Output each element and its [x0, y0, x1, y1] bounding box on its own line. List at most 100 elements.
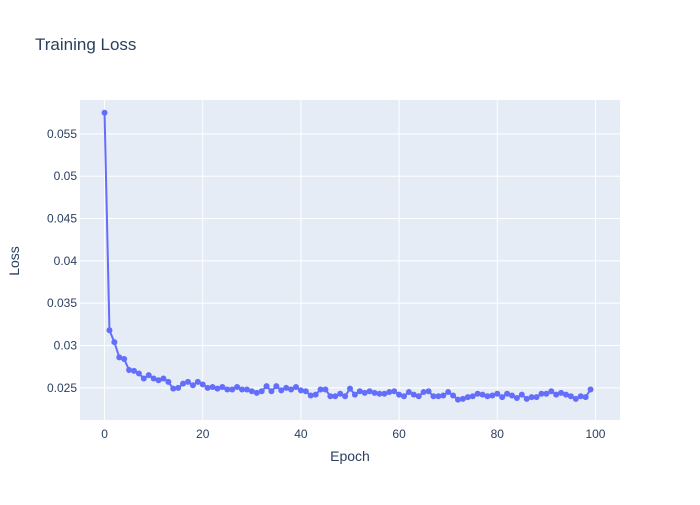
data-point — [268, 388, 275, 395]
data-point — [189, 382, 196, 389]
x-tick-label: 0 — [101, 427, 108, 441]
data-point — [450, 392, 457, 399]
data-point — [361, 389, 368, 396]
data-point — [401, 393, 407, 400]
y-tick-label: 0.025 — [47, 381, 77, 395]
y-tick-label: 0.045 — [47, 212, 77, 226]
y-tick-label: 0.055 — [47, 127, 77, 141]
data-point — [553, 391, 560, 398]
x-tick-label: 20 — [196, 427, 210, 441]
data-point — [106, 327, 113, 334]
data-point — [312, 391, 319, 398]
data-point — [258, 388, 265, 395]
x-axis-title: Epoch — [330, 448, 370, 464]
data-point — [484, 393, 491, 400]
data-point — [165, 378, 172, 385]
data-point — [430, 393, 437, 400]
data-point — [273, 383, 280, 390]
data-point — [229, 386, 236, 393]
y-axis-title: Loss — [6, 246, 22, 276]
data-point — [234, 383, 241, 390]
data-point — [386, 389, 393, 396]
data-point — [293, 383, 299, 390]
data-point — [582, 394, 589, 401]
x-tick-label: 100 — [585, 427, 605, 441]
data-point — [445, 389, 452, 396]
data-point — [509, 392, 515, 399]
data-point — [121, 356, 128, 363]
data-point — [185, 378, 191, 385]
data-point — [224, 386, 231, 393]
data-point — [513, 394, 520, 401]
data-point — [366, 388, 373, 395]
axis-ticks: 0 20 40 60 80 100 0.025 0.03 0.035 0.04 0.045 0.05 0… — [47, 127, 606, 441]
data-point — [459, 395, 466, 402]
data-point — [209, 383, 216, 390]
data-point — [405, 389, 412, 396]
data-point — [469, 393, 476, 400]
data-point — [538, 390, 545, 397]
data-point — [523, 395, 530, 402]
data-point — [572, 395, 579, 402]
data-point — [440, 392, 447, 399]
data-point — [543, 390, 550, 397]
data-point — [248, 388, 255, 395]
data-point — [455, 396, 461, 403]
chart-title: Training Loss — [35, 35, 136, 54]
data-point — [150, 375, 157, 382]
data-point — [145, 372, 152, 379]
data-point — [518, 391, 525, 398]
y-tick-label: 0.05 — [54, 169, 78, 183]
data-point — [391, 388, 398, 395]
data-point — [283, 384, 290, 391]
data-point — [371, 389, 378, 396]
data-point — [155, 377, 162, 384]
data-point — [528, 394, 535, 401]
data-point — [327, 393, 334, 400]
data-point — [356, 388, 363, 395]
x-tick-label: 80 — [491, 427, 505, 441]
data-point — [479, 391, 486, 398]
y-tick-label: 0.04 — [54, 254, 78, 268]
data-point — [435, 393, 442, 400]
data-point — [219, 383, 226, 390]
x-tick-label: 60 — [392, 427, 406, 441]
data-point — [263, 383, 270, 390]
data-point — [494, 390, 501, 397]
data-point — [214, 385, 221, 392]
data-point — [563, 391, 569, 398]
data-point — [302, 388, 309, 395]
data-point — [548, 388, 555, 395]
data-point — [135, 370, 142, 377]
data-point — [126, 367, 133, 374]
data-point — [415, 393, 422, 400]
data-point — [567, 393, 574, 400]
data-point — [111, 339, 118, 346]
data-point — [396, 391, 403, 398]
y-tick-label: 0.03 — [54, 339, 78, 353]
data-point — [558, 389, 565, 396]
data-point — [199, 381, 206, 388]
data-point — [342, 393, 349, 400]
data-point — [410, 391, 417, 398]
data-point — [376, 390, 383, 397]
data-point — [322, 386, 329, 393]
data-point — [351, 391, 358, 398]
data-point — [204, 384, 211, 391]
data-point — [577, 393, 584, 400]
data-point — [297, 387, 304, 394]
data-point — [489, 392, 496, 399]
data-point — [307, 392, 314, 399]
data-point — [420, 389, 427, 396]
data-point — [504, 390, 511, 397]
data-point — [180, 380, 187, 387]
data-point — [332, 393, 339, 400]
data-point — [239, 386, 245, 393]
data-point — [278, 387, 285, 394]
data-point — [160, 375, 167, 382]
data-point — [116, 354, 123, 361]
data-point — [381, 390, 388, 397]
data-point — [140, 375, 147, 382]
